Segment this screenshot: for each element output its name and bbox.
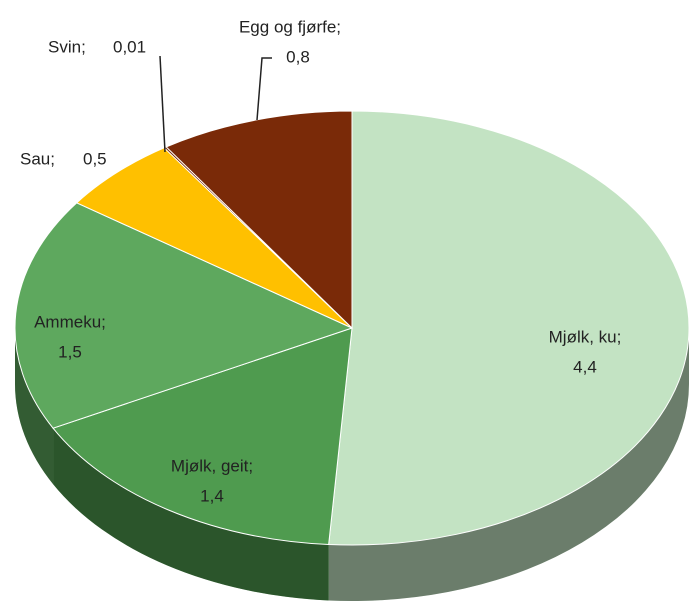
category-label: Svin; bbox=[48, 37, 86, 56]
slice bbox=[52, 327, 353, 545]
leader-line bbox=[159, 55, 166, 153]
slice bbox=[14, 202, 354, 429]
slice-side bbox=[53, 428, 329, 601]
slice bbox=[75, 147, 353, 329]
value-label: 4,4 bbox=[573, 357, 597, 376]
slice-side bbox=[15, 328, 54, 485]
side-shade bbox=[15, 328, 54, 485]
slice bbox=[165, 110, 353, 330]
leader-line bbox=[256, 57, 272, 121]
side-shade bbox=[53, 428, 329, 601]
value-label: 1,5 bbox=[58, 342, 82, 361]
category-label: Sau; bbox=[20, 149, 55, 168]
value-label: 1,4 bbox=[200, 486, 224, 505]
side-shade bbox=[328, 328, 689, 601]
value-label: 0,5 bbox=[83, 149, 107, 168]
pie-sides bbox=[15, 328, 689, 601]
category-label: Egg og fjørfe; bbox=[239, 17, 341, 36]
slice bbox=[328, 110, 690, 546]
labels: Mjølk, ku; 4,4 Mjølk, geit; 1,4 Ammeku; 1,5 Sa… bbox=[20, 17, 621, 505]
category-label: Mjølk, geit; bbox=[171, 456, 253, 475]
category-label: Ammeku; bbox=[34, 312, 106, 331]
value-label: 0,8 bbox=[286, 47, 310, 66]
category-label: Mjølk, ku; bbox=[549, 327, 622, 346]
pie-slices bbox=[14, 110, 690, 546]
slice-side bbox=[328, 328, 689, 601]
value-label: 0,01 bbox=[113, 37, 146, 56]
